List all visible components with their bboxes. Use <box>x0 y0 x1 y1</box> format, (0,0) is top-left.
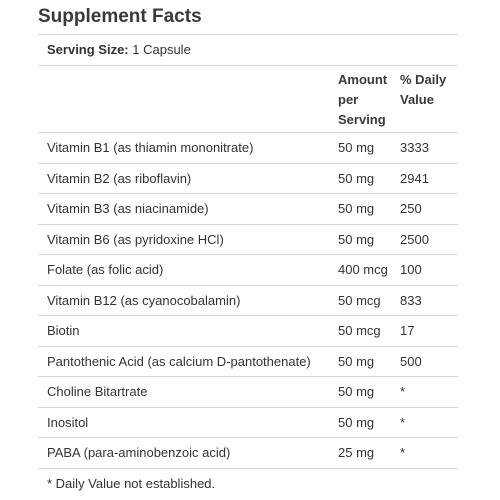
table-row: Vitamin B12 (as cyanocobalamin) 50 mcg 8… <box>38 286 458 316</box>
nutrient-name: Vitamin B2 (as riboflavin) <box>47 170 192 186</box>
nutrient-name: PABA (para-aminobenzoic acid) <box>47 445 231 460</box>
serving-size-value: 1 Capsule <box>132 42 191 57</box>
daily-value-header-line-2: Value <box>400 92 434 107</box>
nutrient-amount: 50 mg <box>338 384 375 399</box>
nutrient-amount: 50 mcg <box>338 292 381 308</box>
nutrient-daily-value: * <box>400 445 406 460</box>
table-row: Biotin 50 mcg 17 <box>38 316 458 347</box>
table-row: Folate (as folic acid) 400 mcg 100 <box>38 255 458 286</box>
nutrient-daily-value: 2941 <box>400 170 429 186</box>
nutrient-amount: 50 mg <box>338 353 375 369</box>
panel-title: Supplement Facts <box>38 6 202 27</box>
serving-size-row: Serving Size: 1 Capsule <box>38 35 458 66</box>
nutrient-name: Folate (as folic acid) <box>47 262 164 277</box>
nutrient-name: Choline Bitartrate <box>47 384 148 399</box>
nutrient-amount: 50 mg <box>338 201 375 216</box>
amount-header-line-3: Serving <box>338 112 386 127</box>
nutrient-amount: 50 mg <box>338 414 375 430</box>
table-row: Vitamin B2 (as riboflavin) 50 mg 2941 <box>38 164 458 194</box>
nutrient-amount: 50 mg <box>338 231 375 247</box>
nutrient-amount: 50 mcg <box>338 323 381 338</box>
nutrient-amount: 50 mg <box>338 140 375 155</box>
nutrient-amount: 50 mg <box>338 170 375 186</box>
nutrient-daily-value: 3333 <box>400 140 429 155</box>
nutrient-name: Vitamin B1 (as thiamin mononitrate) <box>47 140 254 155</box>
table-header: Amount per Serving % Daily Value <box>38 66 458 133</box>
nutrient-amount: 25 mg <box>338 445 375 460</box>
daily-value-header-line-1: % Daily <box>400 72 447 87</box>
nutrient-daily-value: 2500 <box>400 231 429 247</box>
nutrient-name: Vitamin B6 (as pyridoxine HCl) <box>47 231 224 247</box>
nutrient-daily-value: 500 <box>400 353 422 369</box>
footnote: * Daily Value not established. <box>47 475 216 491</box>
serving-size-label: Serving Size: <box>47 42 129 57</box>
nutrient-daily-value: 17 <box>400 323 415 338</box>
nutrient-name: Vitamin B3 (as niacinamide) <box>47 201 209 216</box>
nutrient-daily-value: 100 <box>400 262 422 277</box>
nutrient-amount: 400 mcg <box>338 262 388 277</box>
nutrient-name: Pantothenic Acid (as calcium D-pantothen… <box>47 353 311 369</box>
table-row: Vitamin B1 (as thiamin mononitrate) 50 m… <box>38 133 458 164</box>
nutrient-name: Biotin <box>47 323 80 338</box>
table-row: Pantothenic Acid (as calcium D-pantothen… <box>38 347 458 377</box>
supplement-facts-panel: Supplement Facts Serving Size: 1 Capsule… <box>38 0 458 499</box>
nutrient-name: Vitamin B12 (as cyanocobalamin) <box>47 292 241 308</box>
nutrient-name: Inositol <box>47 414 89 430</box>
amount-header-line-2: per <box>338 92 359 107</box>
nutrient-daily-value: 833 <box>400 292 422 308</box>
table-row: Vitamin B3 (as niacinamide) 50 mg 250 <box>38 194 458 225</box>
nutrient-daily-value: 250 <box>400 201 422 216</box>
table-row: Inositol 50 mg * <box>38 408 458 438</box>
daily-value-header: % Daily Value <box>400 70 458 110</box>
amount-header-line-1: Amount <box>338 72 388 87</box>
nutrient-table-body: Vitamin B1 (as thiamin mononitrate) 50 m… <box>38 133 458 469</box>
table-row: Vitamin B6 (as pyridoxine HCl) 50 mg 250… <box>38 225 458 255</box>
nutrient-daily-value: * <box>400 414 406 430</box>
table-row: PABA (para-aminobenzoic acid) 25 mg * <box>38 438 458 469</box>
nutrient-daily-value: * <box>400 384 406 399</box>
title-divider <box>38 34 458 35</box>
amount-per-serving-header: Amount per Serving <box>338 70 400 130</box>
table-row: Choline Bitartrate 50 mg * <box>38 377 458 408</box>
